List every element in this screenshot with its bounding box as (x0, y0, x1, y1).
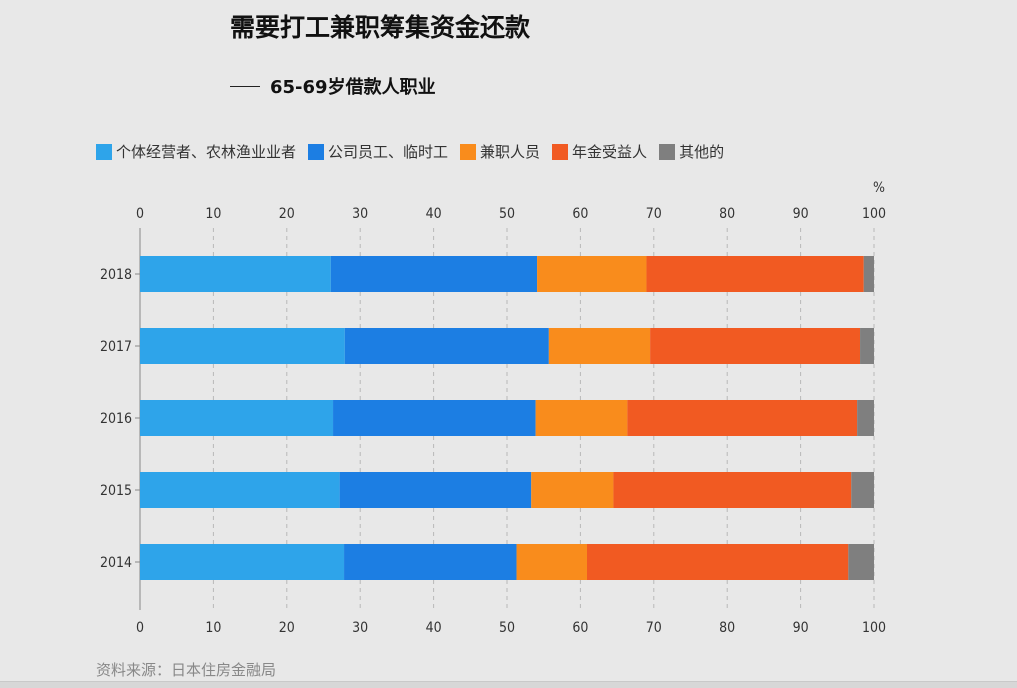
bar-segment (548, 328, 651, 364)
x-tick-label-top: 10 (205, 206, 221, 222)
x-tick-label-bottom: 70 (646, 620, 662, 636)
bar-segment (848, 544, 874, 580)
bar-segment (140, 256, 331, 292)
chart-subtitle: 65-69岁借款人职业 (270, 77, 436, 98)
legend-swatch (552, 143, 569, 160)
bar-segment (860, 328, 874, 364)
x-tick-label-bottom: 40 (426, 620, 442, 636)
y-tick-label: 2018 (100, 267, 132, 283)
y-tick-label: 2014 (100, 555, 132, 571)
x-tick-label-top: 100 (862, 206, 886, 222)
chart-title: 需要打工兼职筹集资金还款 (230, 13, 531, 42)
legend-swatch (659, 143, 676, 160)
x-tick-label-top: 40 (426, 206, 442, 222)
legend-swatch (460, 143, 477, 160)
bar-segment (140, 400, 334, 436)
bar-segment (627, 400, 858, 436)
legend-label: 兼职人员 (480, 143, 541, 161)
legend-label: 公司员工、临时工 (328, 143, 449, 161)
bar-segment (140, 544, 345, 580)
y-tick-label: 2017 (100, 339, 132, 355)
bar-segment (863, 256, 874, 292)
source-note: 资料来源：日本住房金融局 (96, 661, 277, 679)
x-tick-label-top: 50 (499, 206, 515, 222)
x-tick-label-top: 0 (136, 206, 144, 222)
bar-segment (587, 544, 849, 580)
bar-segment (140, 472, 340, 508)
x-tick-label-bottom: 90 (793, 620, 809, 636)
legend-label: 个体经营者、农林渔业业者 (116, 143, 297, 161)
bar-segment (646, 256, 864, 292)
bottom-rule (0, 681, 1017, 688)
unit-label: % (873, 180, 885, 196)
legend-swatch (308, 143, 325, 160)
bar-segment (344, 328, 549, 364)
legend-item[interactable]: 年金受益人 (552, 141, 647, 162)
bar-segment (650, 328, 861, 364)
x-tick-label-top: 30 (352, 206, 368, 222)
x-tick-label-bottom: 100 (862, 620, 886, 636)
x-tick-label-bottom: 30 (352, 620, 368, 636)
bar-segment (851, 472, 874, 508)
legend-item[interactable]: 其他的 (659, 141, 724, 162)
bar-segment (333, 400, 536, 436)
x-tick-label-bottom: 0 (136, 620, 144, 636)
x-tick-label-top: 20 (279, 206, 295, 222)
x-tick-label-top: 60 (572, 206, 588, 222)
bar-segment (857, 400, 874, 436)
bar-segment (535, 400, 628, 436)
bar-segment (537, 256, 647, 292)
chart-subtitle-row: 65-69岁借款人职业 (230, 72, 436, 100)
bar-segment (344, 544, 517, 580)
x-tick-label-bottom: 80 (719, 620, 735, 636)
x-tick-label-top: 70 (646, 206, 662, 222)
legend-item[interactable]: 个体经营者、农林渔业业者 (96, 141, 296, 162)
legend-item[interactable]: 兼职人员 (460, 141, 540, 162)
bar-segment (531, 472, 614, 508)
legend-swatch (96, 143, 112, 160)
x-tick-label-bottom: 20 (279, 620, 295, 636)
bar-segment (140, 328, 345, 364)
bar-segment (516, 544, 588, 580)
x-tick-label-bottom: 60 (572, 620, 588, 636)
x-tick-label-top: 90 (793, 206, 809, 222)
y-tick-label: 2016 (100, 411, 132, 427)
x-tick-label-bottom: 50 (499, 620, 515, 636)
legend-label: 年金受益人 (572, 143, 648, 161)
bar-segment (339, 472, 532, 508)
chart-legend: 个体经营者、农林渔业业者 公司员工、临时工 兼职人员 年金受益人 其他的 (96, 141, 736, 162)
x-tick-label-top: 80 (719, 206, 735, 222)
bar-segment (613, 472, 852, 508)
bar-segment (330, 256, 538, 292)
legend-item[interactable]: 公司员工、临时工 (308, 141, 448, 162)
x-tick-label-bottom: 10 (205, 620, 221, 636)
y-tick-label: 2015 (100, 483, 132, 499)
subtitle-dash (230, 85, 260, 87)
legend-label: 其他的 (679, 143, 725, 161)
